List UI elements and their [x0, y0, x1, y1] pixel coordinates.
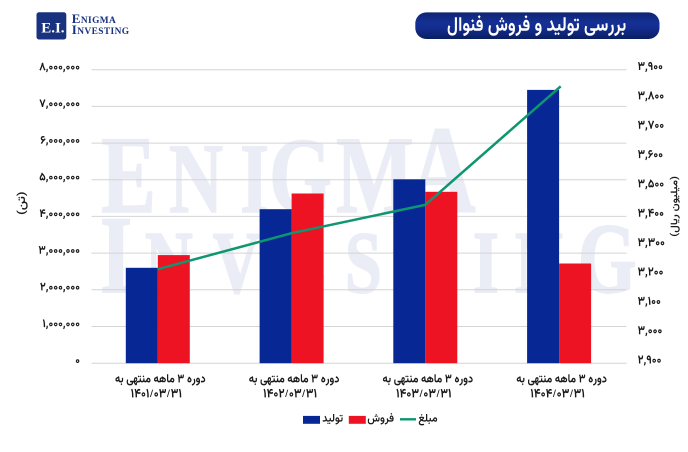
svg-text:I: I — [473, 214, 499, 311]
svg-text:S: S — [345, 214, 382, 311]
svg-text:E: E — [101, 115, 156, 237]
svg-text:V: V — [213, 214, 261, 311]
svg-text:E.I.: E.I. — [41, 20, 65, 36]
